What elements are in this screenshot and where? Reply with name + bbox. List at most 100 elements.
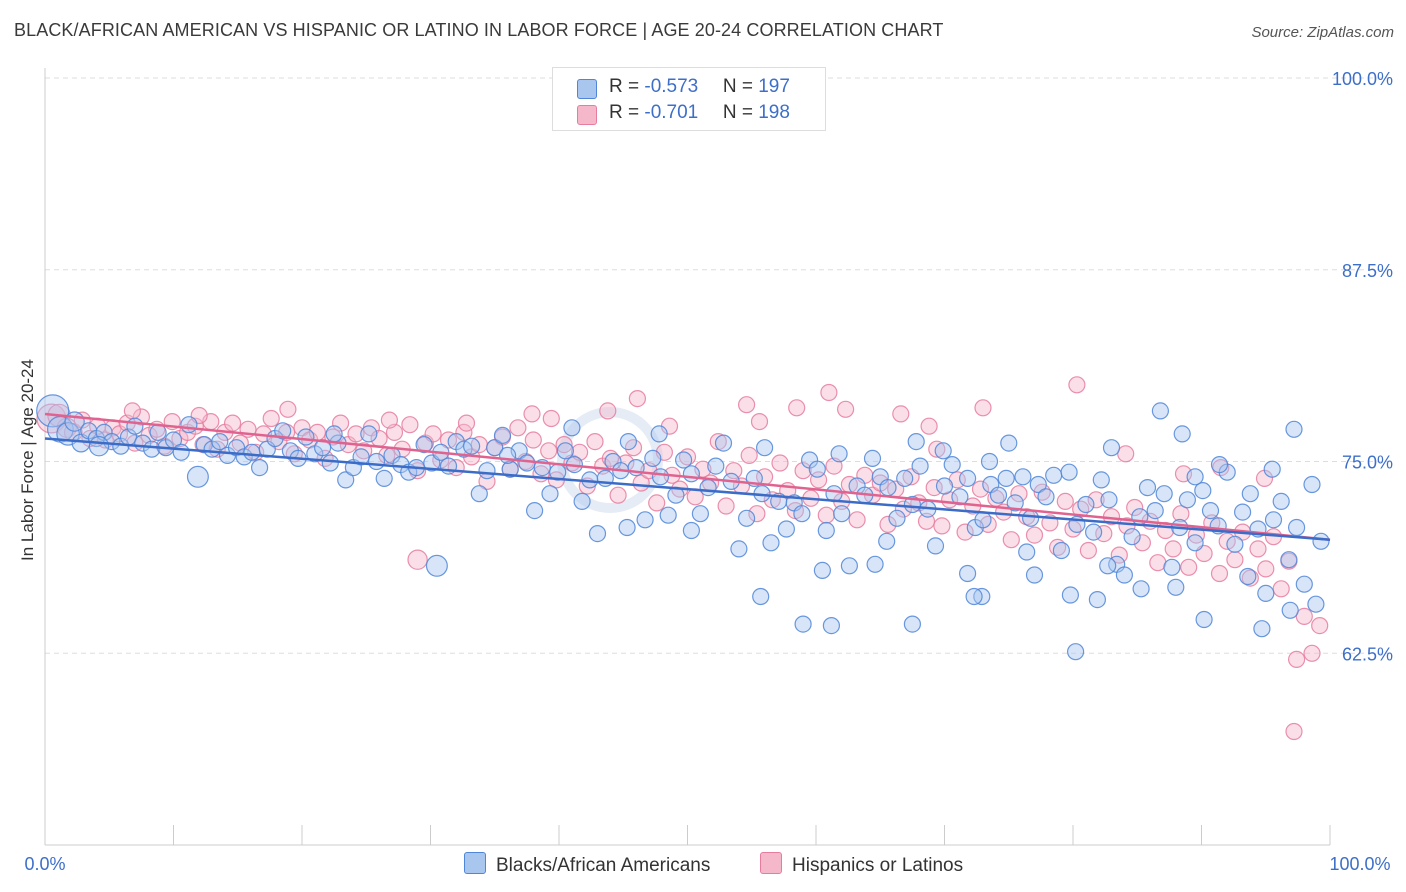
- data-point: [540, 442, 558, 460]
- data-point: [1123, 528, 1141, 546]
- data-point: [979, 515, 997, 534]
- data-point: [1163, 558, 1181, 576]
- data-point: [928, 440, 946, 458]
- data-point: [332, 414, 350, 432]
- data-point: [1115, 566, 1134, 584]
- data-point: [974, 399, 992, 417]
- data-point: [1000, 434, 1018, 452]
- data-point: [888, 509, 906, 527]
- data-point: [1303, 475, 1321, 494]
- data-point: [682, 521, 701, 540]
- data-point: [788, 399, 806, 417]
- data-point: [935, 477, 954, 495]
- data-point: [1226, 535, 1244, 553]
- data-point: [1186, 468, 1204, 486]
- data-point: [618, 518, 636, 537]
- data-point: [794, 462, 812, 480]
- legend-item-hispanics: Hispanics or Latinos: [760, 852, 963, 876]
- data-point: [375, 469, 393, 487]
- data-point: [817, 521, 835, 540]
- data-point: [143, 440, 161, 458]
- data-point: [920, 417, 938, 435]
- legend-swatch-pink: [760, 852, 782, 874]
- data-point: [541, 485, 559, 503]
- data-point: [360, 425, 378, 443]
- data-point: [1118, 517, 1136, 535]
- data-point: [1178, 491, 1197, 509]
- y-tick-label: 87.5%: [1342, 261, 1393, 281]
- data-point: [380, 411, 398, 429]
- data-point: [1253, 620, 1271, 638]
- data-point: [1092, 471, 1110, 489]
- data-point: [892, 405, 910, 423]
- data-point: [1285, 722, 1303, 741]
- data-point: [524, 431, 542, 449]
- data-point: [1002, 531, 1020, 549]
- data-point: [470, 485, 488, 503]
- data-point: [601, 449, 620, 467]
- data-point: [771, 454, 789, 472]
- pink-swatch: [577, 105, 597, 125]
- data-point: [599, 402, 617, 420]
- data-point: [457, 414, 476, 432]
- data-point: [293, 419, 311, 437]
- data-point: [674, 451, 693, 469]
- pink-n-value: 198: [758, 102, 790, 123]
- data-point: [650, 425, 668, 443]
- data-point: [555, 436, 573, 454]
- data-point: [1172, 505, 1190, 523]
- data-point: [1010, 485, 1028, 503]
- data-point: [1312, 532, 1330, 550]
- data-point: [644, 449, 662, 467]
- data-point: [648, 494, 666, 512]
- data-point: [903, 615, 922, 633]
- data-point: [180, 416, 198, 434]
- blue-n-value: 197: [758, 76, 790, 97]
- data-point: [211, 433, 229, 451]
- data-point: [1006, 494, 1024, 512]
- y-tick-label: 75.0%: [1342, 453, 1393, 473]
- data-point: [1167, 578, 1185, 596]
- data-point: [501, 460, 519, 478]
- data-point: [1241, 485, 1259, 503]
- data-point: [509, 419, 527, 437]
- data-point: [243, 443, 261, 461]
- data-point: [556, 442, 575, 460]
- data-point: [1281, 601, 1299, 619]
- source-note: Source: ZipAtlas.com: [1251, 24, 1394, 41]
- data-point: [586, 433, 604, 451]
- data-point: [1194, 482, 1212, 500]
- data-point: [36, 394, 70, 428]
- data-point: [1087, 491, 1105, 509]
- blue-r-value: -0.573: [644, 76, 699, 97]
- data-point: [1045, 466, 1063, 484]
- data-point: [1029, 475, 1047, 494]
- x-tick-label-max: 100.0%: [1329, 854, 1390, 874]
- data-point: [1303, 644, 1321, 662]
- data-point: [737, 396, 756, 414]
- data-point: [840, 557, 859, 575]
- watermark: [557, 407, 663, 513]
- data-point: [367, 452, 386, 471]
- data-point: [1307, 595, 1325, 613]
- data-point: [609, 486, 627, 504]
- pink-trend-line: [44, 412, 1331, 541]
- data-point: [1239, 567, 1257, 586]
- watermark-mark: [557, 407, 663, 513]
- data-point: [836, 400, 855, 418]
- data-point: [132, 408, 150, 426]
- data-point: [518, 454, 536, 472]
- y-tick-label: 100.0%: [1332, 69, 1393, 89]
- data-point: [325, 425, 343, 443]
- data-point: [750, 413, 769, 431]
- data-point: [1061, 586, 1080, 604]
- data-point: [425, 554, 448, 577]
- data-point: [297, 428, 315, 446]
- data-point: [314, 439, 332, 457]
- data-point: [879, 515, 897, 534]
- data-point: [1295, 607, 1313, 626]
- data-point: [463, 437, 481, 455]
- data-point: [1210, 564, 1229, 583]
- data-point: [1025, 566, 1044, 584]
